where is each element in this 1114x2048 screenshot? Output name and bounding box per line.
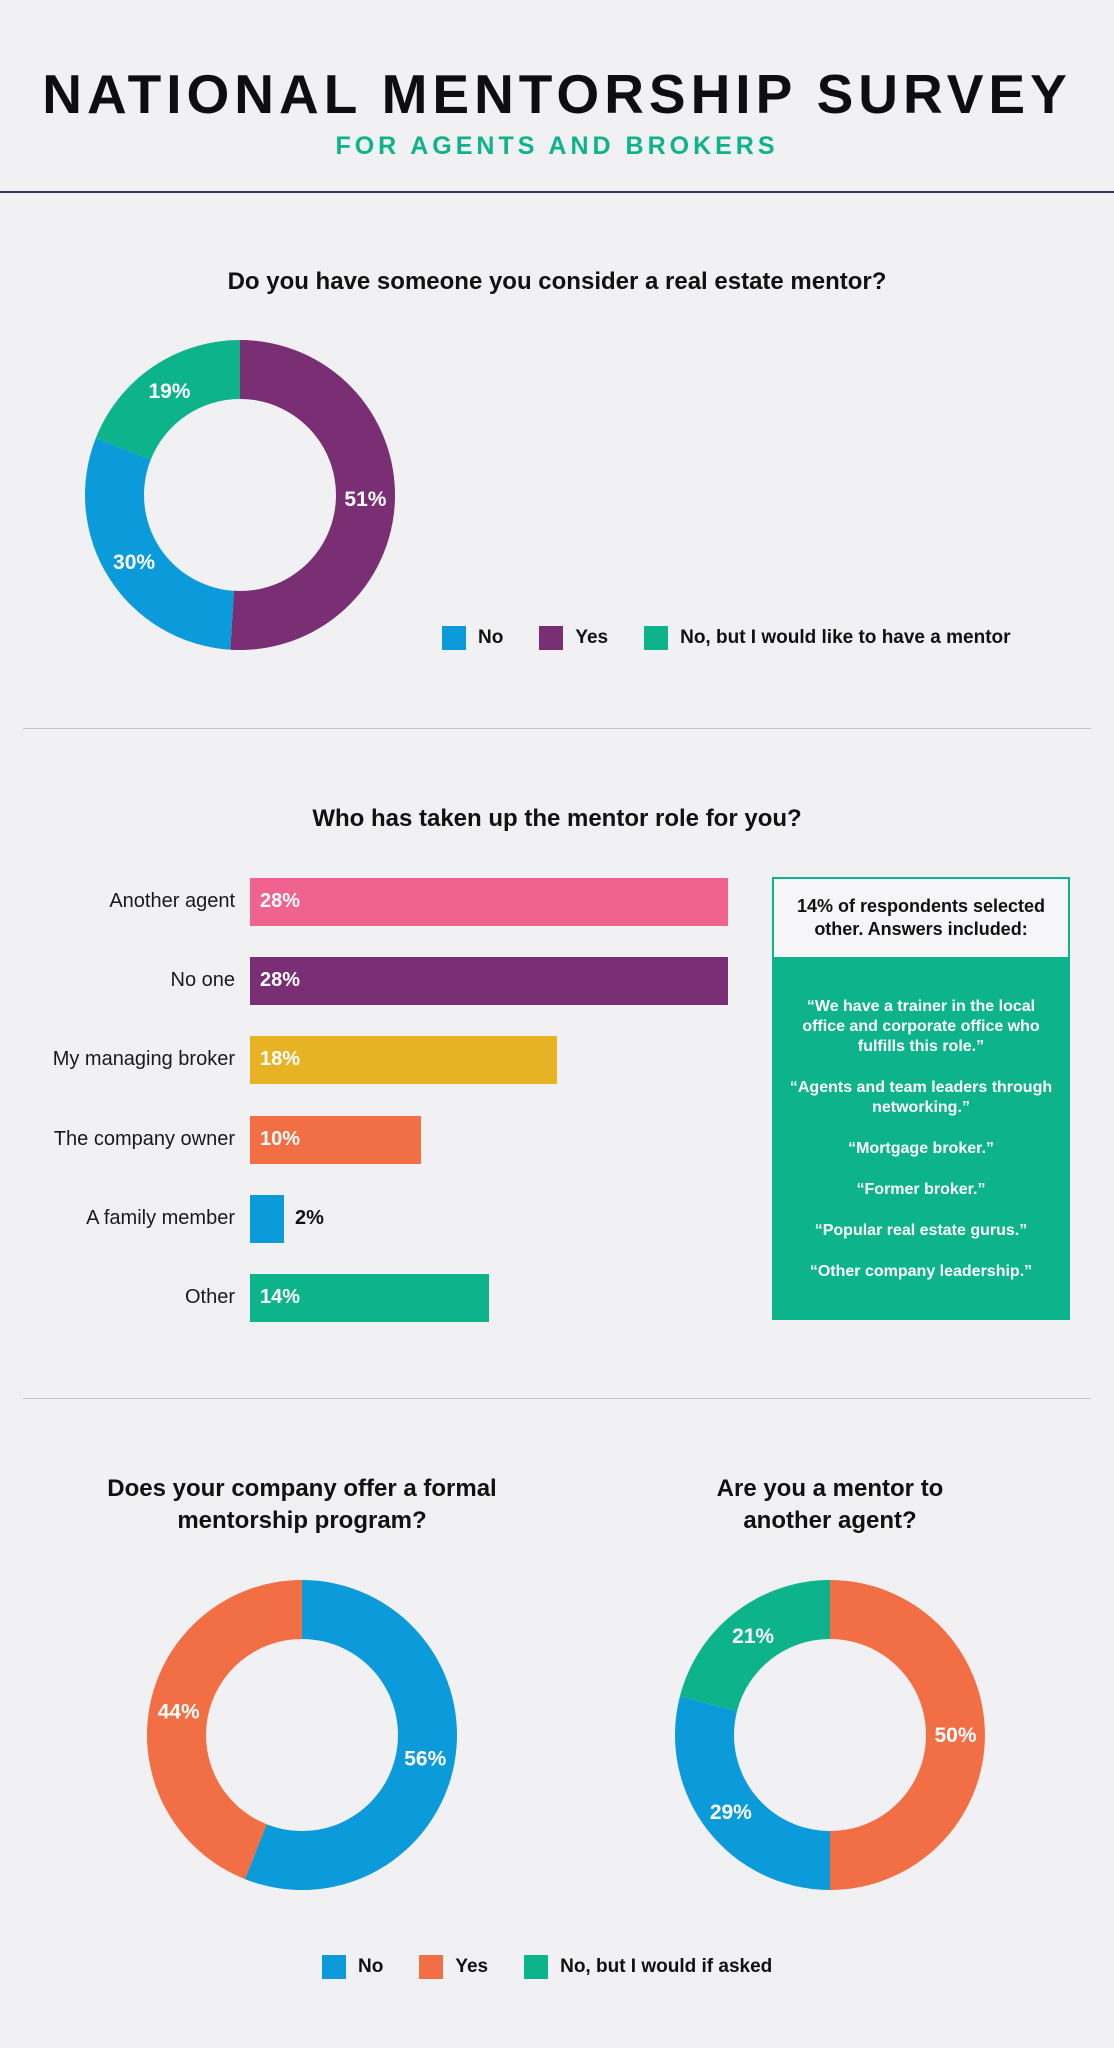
donut-slice-yes <box>230 340 396 650</box>
bar-category-label: No one <box>170 969 236 992</box>
bar-category-label: A family member <box>86 1206 235 1229</box>
donut-slice-yes <box>146 1580 302 1880</box>
donut-slice-no <box>244 1580 457 1890</box>
callout-heading: 14% of respondents selected other. Answe… <box>774 879 1068 957</box>
donut-slice-label: 30% <box>113 551 155 574</box>
bar-value-label: 28% <box>260 969 301 992</box>
legend-swatch <box>419 1955 444 1979</box>
bar-category-label: My managing broker <box>52 1048 235 1071</box>
legend-swatch <box>442 626 466 650</box>
donut-slice-label: 44% <box>158 1700 200 1723</box>
donut-chart-mentor: 51% 30% 19% <box>84 340 396 650</box>
header-divider <box>0 191 1114 193</box>
bar-value-label: 2% <box>295 1206 324 1229</box>
legend-bottom: No Yes No, but I would if asked <box>322 1955 808 1979</box>
donut-slice-label: 51% <box>344 488 386 511</box>
donut-slice-no <box>84 437 234 650</box>
bar <box>250 878 728 926</box>
bar-value-label: 18% <box>260 1048 301 1071</box>
callout-quote: “We have a trainer in the local office a… <box>802 998 1040 1055</box>
donut-slice-label: 29% <box>710 1801 752 1824</box>
bar <box>250 1194 284 1243</box>
callout-quote: “Former broker.” <box>856 1181 986 1198</box>
donut-slice-label: 56% <box>404 1748 446 1771</box>
bar <box>250 957 728 1006</box>
legend-label: No <box>478 627 504 648</box>
legend-swatch <box>539 626 564 650</box>
legend-item: No <box>442 626 503 650</box>
bar <box>250 1036 557 1085</box>
legend-item: No, but I would if asked <box>524 1955 772 1979</box>
legend-label: Yes <box>455 1956 489 1977</box>
legend-item: No <box>322 1955 383 1979</box>
legend-item: Yes <box>539 626 608 650</box>
bar-value-label: 10% <box>260 1127 301 1150</box>
donut-slice-label: 21% <box>732 1625 774 1648</box>
bar <box>250 1274 489 1322</box>
section-divider <box>23 1398 1091 1399</box>
page-title: NATIONAL MENTORSHIP SURVEY <box>42 63 1072 125</box>
donut-chart-program: 56% 44% <box>146 1580 457 1890</box>
donut-slice-no-but-i-would-if-asked <box>679 1580 830 1712</box>
donut-slice-label: 50% <box>934 1724 976 1747</box>
donut-chart-mentor-another: 50% 29% 21% <box>675 1580 985 1890</box>
callout-quote: “Agents and team leaders through network… <box>789 1079 1053 1116</box>
bar-value-label: 14% <box>260 1286 301 1308</box>
legend-item: No, but I would like to have a mentor <box>644 626 1011 650</box>
bar-category-label: Another agent <box>109 890 235 912</box>
donut-slice-yes <box>830 1580 985 1890</box>
legend-swatch <box>322 1955 346 1979</box>
question-program-title: Does your company offer a formal mentors… <box>107 1475 497 1534</box>
bar-value-label: 28% <box>260 890 301 912</box>
other-answers-callout: 14% of respondents selected other. Answe… <box>772 877 1070 1320</box>
bar <box>250 1115 421 1164</box>
callout-quote: “Popular real estate gurus.” <box>814 1222 1028 1239</box>
bar-category-label: Other <box>184 1286 235 1308</box>
legend-item: Yes <box>419 1955 488 1979</box>
question-role-title: Who has taken up the mentor role for you… <box>312 805 802 832</box>
donut-slice-no <box>675 1696 830 1890</box>
section-divider <box>23 728 1091 729</box>
legend-label: Yes <box>575 627 609 648</box>
callout-quote: “Other company leadership.” <box>809 1263 1033 1280</box>
legend-label: No, but I would if asked <box>560 1956 773 1977</box>
legend-label: No <box>358 1956 384 1977</box>
donut-slice-no-but-i-would-like-to-have-a-mentor <box>95 340 240 460</box>
bar-category-label: The company owner <box>53 1127 235 1150</box>
page-subtitle: FOR AGENTS AND BROKERS <box>335 132 779 160</box>
donut-slice-label: 19% <box>148 380 190 403</box>
legend-swatch <box>524 1955 549 1979</box>
callout-quote: “Mortgage broker.” <box>848 1140 994 1157</box>
legend-label: No, but I would like to have a mentor <box>680 627 1011 648</box>
legend-mentor: No Yes No, but I would like to have a ment… <box>442 626 1047 650</box>
legend-swatch <box>644 626 669 650</box>
question-mentor-another-title: Are you a mentor to another agent? <box>716 1475 944 1534</box>
callout-quotes: “We have a trainer in the local office a… <box>774 957 1068 1282</box>
question-mentor-title: Do you have someone you consider a real … <box>227 268 887 295</box>
